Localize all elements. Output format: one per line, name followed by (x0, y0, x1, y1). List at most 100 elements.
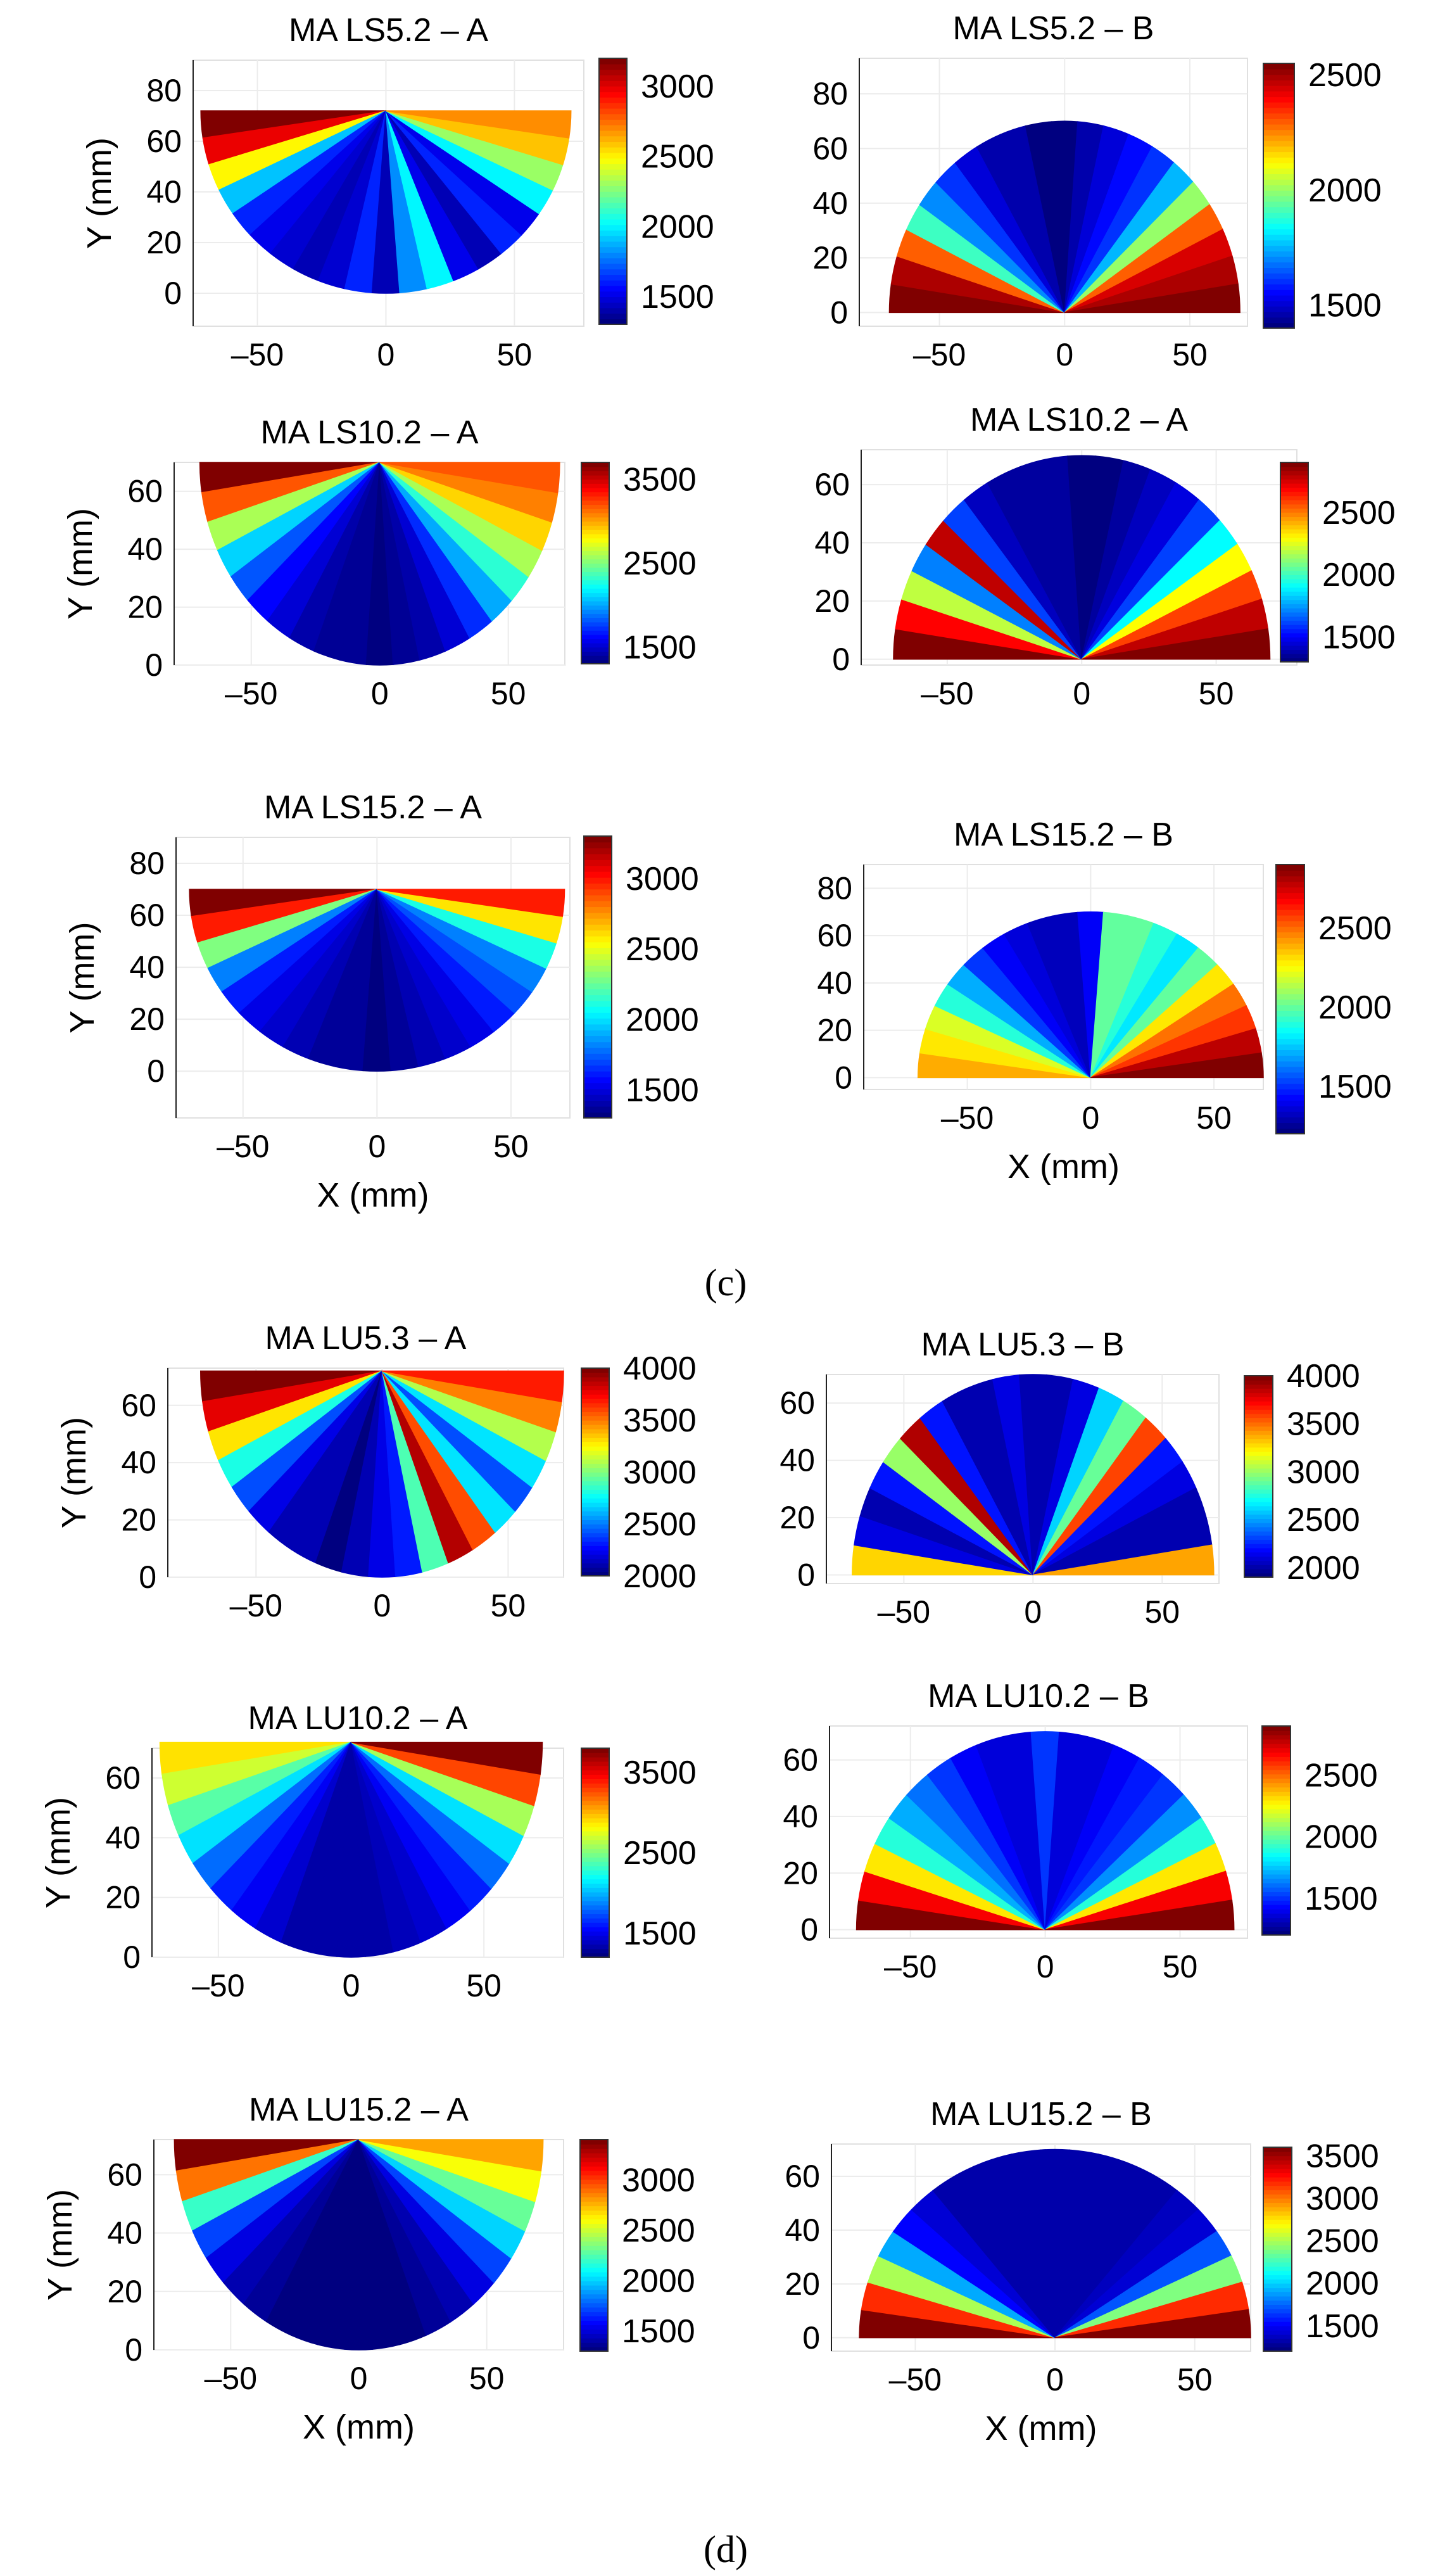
colorbar-segment (1244, 1573, 1273, 1578)
colorbar-segment (1263, 278, 1294, 285)
colorbar-segment (580, 2254, 608, 2259)
colorbar-segment (1263, 2219, 1292, 2224)
colorbar-segment (1276, 982, 1304, 989)
colorbar-segment (1280, 491, 1308, 497)
colorbar-segment (599, 291, 627, 298)
y-tick-label: 0 (139, 1559, 156, 1595)
y-tick-label: 20 (814, 583, 850, 619)
colorbar-segment (1244, 1443, 1273, 1448)
colorbar-segment (1262, 1752, 1291, 1757)
colorbar-segment (599, 219, 627, 225)
chart-panel-8: MA LU5.3 – B –50 0 50 0 20 40 60 2000 2500 3000 350… (780, 1326, 1360, 1630)
colorbar-segment (581, 1420, 609, 1425)
colorbar-segment (580, 2219, 608, 2224)
colorbar-segment (580, 2166, 608, 2171)
colorbar-segment (1262, 1808, 1291, 1814)
colorbar-segment (581, 1511, 609, 1516)
colorbar-segment (581, 1874, 609, 1880)
colorbar-segment (1276, 865, 1304, 871)
colorbar-segment (584, 1000, 612, 1007)
y-tick-label: 0 (164, 276, 182, 311)
colorbar-segment (581, 521, 609, 526)
colorbar-segment (1263, 2262, 1292, 2267)
colorbar-segment (1244, 1400, 1273, 1406)
colorbar-segment (1262, 1834, 1291, 1840)
colorbar-segment (581, 550, 609, 555)
colorbar-segment (581, 618, 609, 623)
colorbar-segment (599, 108, 627, 115)
colorbar-segment (1280, 657, 1308, 663)
colorbar-tick-label: 4000 (623, 1350, 697, 1387)
colorbar-segment (1244, 1434, 1273, 1440)
colorbar-segment (581, 533, 609, 539)
colorbar-segment (581, 1446, 609, 1451)
panel-title: MA LU5.3 – A (265, 1320, 467, 1357)
y-axis-label: Y (mm) (55, 1417, 93, 1528)
colorbar-segment (1263, 151, 1294, 158)
colorbar-segment (1280, 504, 1308, 509)
y-tick-label: 60 (121, 1388, 156, 1423)
x-tick-label: –50 (921, 676, 973, 711)
colorbar-segment (1276, 1077, 1304, 1084)
colorbar-segment (1262, 1913, 1291, 1919)
chart-panel-2: MA LS5.2 – B –50 0 50 0 20 40 60 80 1500 2000 2500 (812, 10, 1381, 372)
colorbar-segment (584, 941, 612, 948)
colorbar-segment (1276, 1094, 1304, 1101)
colorbar-tick-label: 2000 (622, 2263, 695, 2300)
colorbar-segment (1244, 1376, 1273, 1381)
colorbar-segment (580, 2197, 608, 2202)
colorbar-segment (580, 2174, 608, 2180)
colorbar-segment (1262, 1761, 1291, 1766)
colorbar-segment (581, 1765, 609, 1771)
panel-title: MA LS10.2 – A (970, 402, 1188, 438)
colorbar-segment (1244, 1388, 1273, 1393)
colorbar-segment (1263, 80, 1294, 86)
colorbar-segment (1262, 1900, 1291, 1905)
colorbar-segment (599, 246, 627, 253)
colorbar-segment (1262, 1769, 1291, 1775)
colorbar-segment (1263, 2317, 1292, 2322)
colorbar-segment (1276, 1044, 1304, 1050)
x-tick-label: –50 (913, 337, 966, 372)
colorbar-tick-label: 2000 (1304, 1819, 1378, 1856)
colorbar-segment (581, 1909, 609, 1915)
colorbar-segment (1263, 306, 1294, 312)
colorbar-frame (1263, 2147, 1292, 2352)
section-label-c: (c) (705, 1262, 747, 1304)
colorbar-segment (1263, 2173, 1292, 2178)
colorbar-segment (1262, 1799, 1291, 1805)
colorbar-segment (1276, 999, 1304, 1006)
y-axis-label: Y (mm) (80, 137, 118, 249)
x-tick-label: 0 (350, 2361, 368, 2396)
colorbar-segment (1244, 1518, 1273, 1523)
colorbar-segment (581, 1372, 609, 1378)
colorbar-segment (584, 1059, 612, 1066)
colorbar-segment (1263, 2232, 1292, 2237)
colorbar-segment (1262, 1739, 1291, 1744)
colorbar-tick-label: 1500 (622, 2313, 695, 2350)
colorbar-tick-label: 2500 (623, 1506, 697, 1543)
colorbar-segment (1262, 1748, 1291, 1753)
x-axis-label: X (mm) (1007, 1148, 1120, 1186)
colorbar-segment (1280, 466, 1308, 471)
colorbar-segment (1276, 932, 1304, 938)
colorbar-segment (1276, 915, 1304, 922)
colorbar-segment (581, 1861, 609, 1867)
colorbar-segment (581, 517, 609, 522)
colorbar-segment (1280, 641, 1308, 646)
x-tick-label: 0 (1046, 2362, 1064, 2397)
x-tick-label: –50 (941, 1100, 994, 1136)
colorbar-segment (1280, 529, 1308, 534)
colorbar-segment (1244, 1535, 1273, 1540)
colorbar-segment (1263, 2300, 1292, 2306)
colorbar-segment (581, 508, 609, 514)
colorbar-segment (1262, 1856, 1291, 1862)
colorbar-tick-label: 2000 (1322, 557, 1396, 593)
colorbar-segment (580, 2342, 608, 2347)
colorbar-segment (581, 1752, 609, 1758)
y-tick-label: 40 (814, 525, 850, 561)
chart-panel-12: MA LU15.2 – B –50 0 50 0 20 40 60 X (mm) 1500 2000… (785, 2096, 1379, 2447)
colorbar-segment (581, 1454, 609, 1460)
colorbar-segment (1280, 520, 1308, 526)
colorbar-segment (581, 1468, 609, 1473)
